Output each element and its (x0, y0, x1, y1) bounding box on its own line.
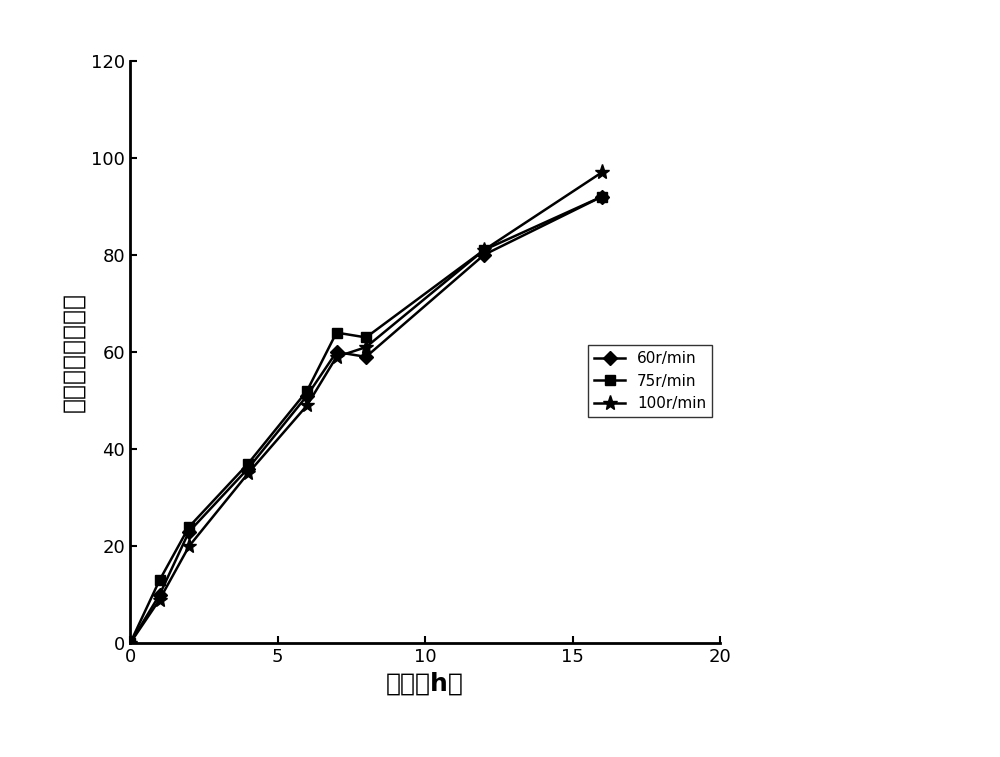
75r/min (596, 192, 608, 201)
Line: 60r/min: 60r/min (125, 192, 607, 648)
75r/min (154, 576, 166, 585)
60r/min (360, 352, 372, 361)
60r/min (242, 464, 254, 473)
60r/min (330, 347, 342, 357)
60r/min (183, 527, 195, 536)
60r/min (154, 590, 166, 600)
Y-axis label: 累积释放度（％）: 累积释放度（％） (61, 292, 85, 412)
Legend: 60r/min, 75r/min, 100r/min: 60r/min, 75r/min, 100r/min (588, 345, 712, 417)
Line: 75r/min: 75r/min (125, 192, 607, 648)
60r/min (124, 639, 136, 648)
75r/min (360, 333, 372, 342)
75r/min (301, 386, 313, 395)
100r/min (301, 401, 313, 410)
100r/min (360, 343, 372, 352)
75r/min (124, 639, 136, 648)
60r/min (596, 192, 608, 201)
60r/min (478, 251, 490, 260)
100r/min (124, 639, 136, 648)
60r/min (301, 391, 313, 400)
75r/min (242, 459, 254, 469)
100r/min (242, 469, 254, 478)
100r/min (478, 245, 490, 254)
100r/min (596, 168, 608, 177)
Line: 100r/min: 100r/min (122, 164, 610, 651)
75r/min (478, 245, 490, 254)
100r/min (183, 542, 195, 551)
75r/min (183, 522, 195, 531)
X-axis label: 时间（h）: 时间（h） (386, 672, 464, 696)
100r/min (154, 595, 166, 604)
100r/min (330, 352, 342, 361)
75r/min (330, 328, 342, 337)
